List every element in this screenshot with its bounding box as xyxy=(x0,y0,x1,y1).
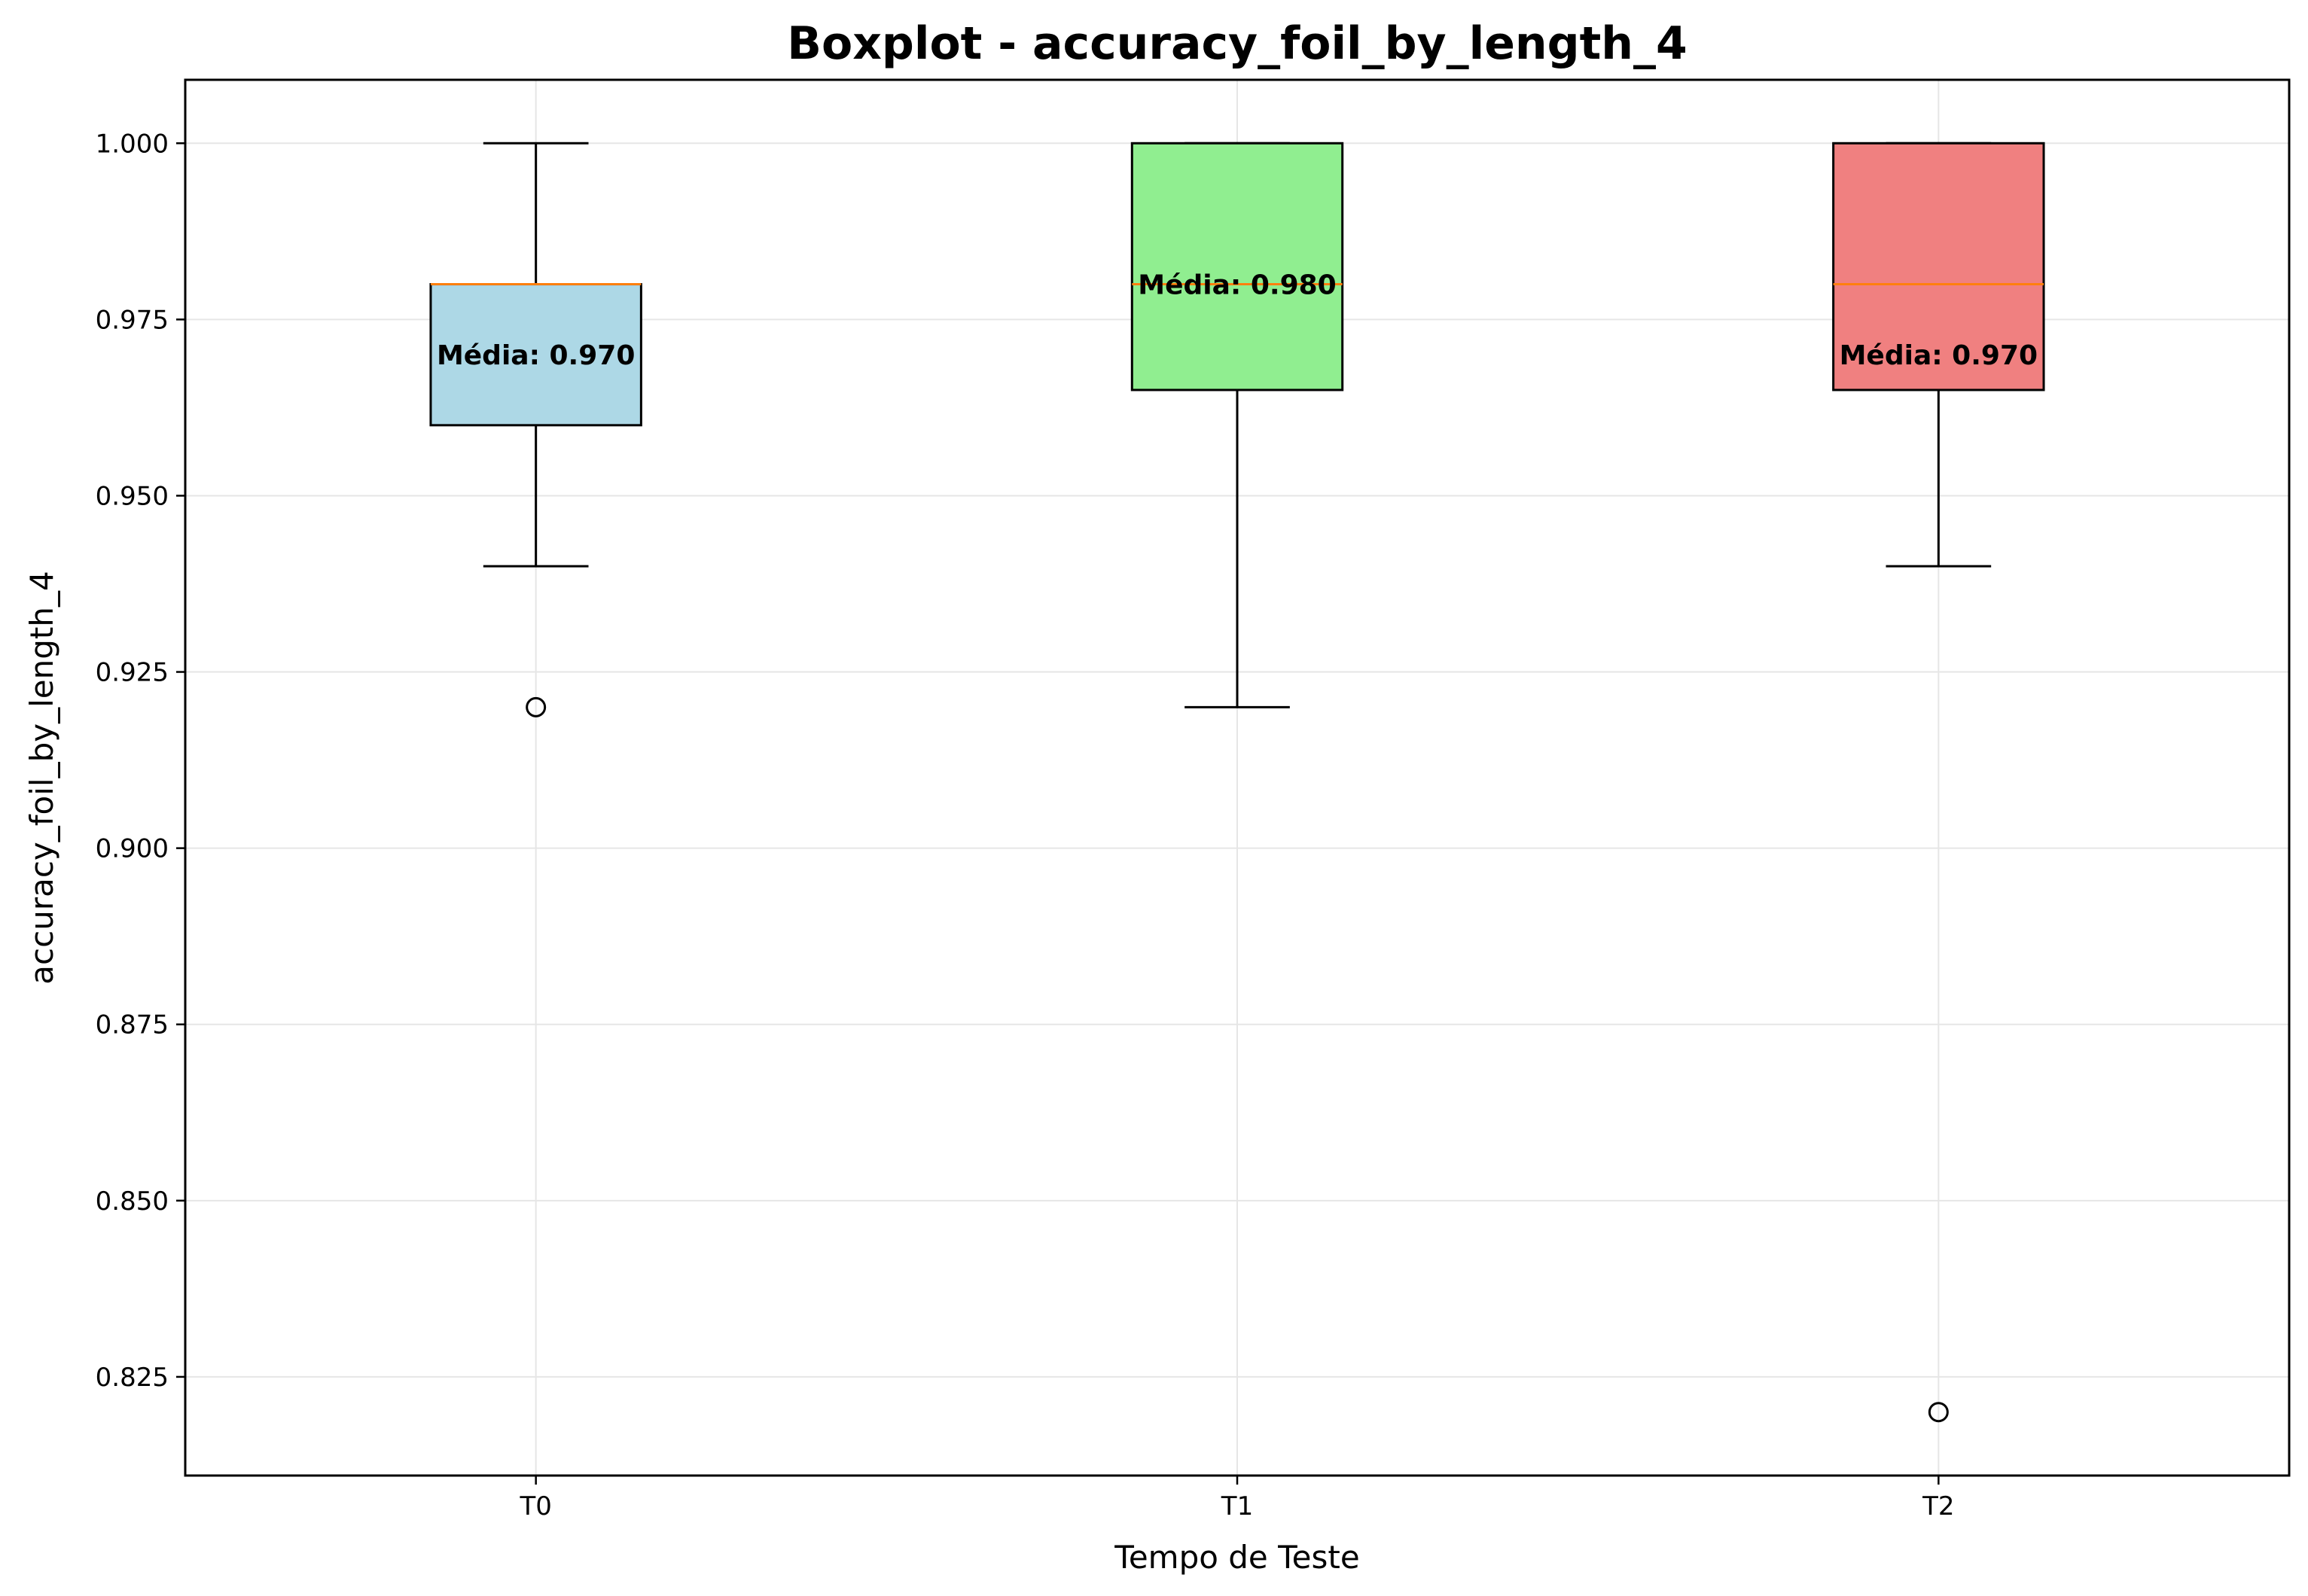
mean-label: Média: 0.970 xyxy=(437,340,635,371)
y-tick-label: 0.925 xyxy=(96,658,169,688)
mean-label: Média: 0.970 xyxy=(1840,340,2038,371)
y-tick-label: 1.000 xyxy=(96,129,169,159)
box-group-t0: Média: 0.970 xyxy=(429,142,642,717)
axis-ticks: 0.825 0.850 0.875 0.900 0.925 0.950 0.975 1.000… xyxy=(96,129,1955,1521)
y-tick-label: 0.825 xyxy=(96,1363,169,1393)
y-tick-label: 0.975 xyxy=(96,305,169,335)
outlier-point xyxy=(526,696,547,717)
outlier-point xyxy=(1928,1402,1949,1423)
y-axis-label: accuracy_foil_by_length_4 xyxy=(23,571,60,984)
chart-title: Boxplot - accuracy_foil_by_length_4 xyxy=(787,17,1687,70)
box-group-t1: Média: 0.980 xyxy=(1130,142,1344,708)
y-tick-label: 0.850 xyxy=(96,1186,169,1217)
x-tick-label: T2 xyxy=(1922,1491,1954,1521)
box-group-t2: Média: 0.970 xyxy=(1832,142,2045,1423)
iqr-box xyxy=(1832,142,2045,391)
mean-label: Média: 0.980 xyxy=(1138,270,1336,301)
y-tick-label: 0.900 xyxy=(96,834,169,864)
box-series: Média: 0.970 Média: 0.980 Média: 0.970 xyxy=(429,142,2045,1423)
y-tick-label: 0.875 xyxy=(96,1010,169,1040)
iqr-box xyxy=(1130,142,1344,391)
x-tick-label: T1 xyxy=(1221,1491,1253,1521)
y-tick-label: 0.950 xyxy=(96,481,169,511)
x-tick-label: T0 xyxy=(519,1491,551,1521)
x-axis-label: Tempo de Teste xyxy=(1114,1539,1359,1576)
